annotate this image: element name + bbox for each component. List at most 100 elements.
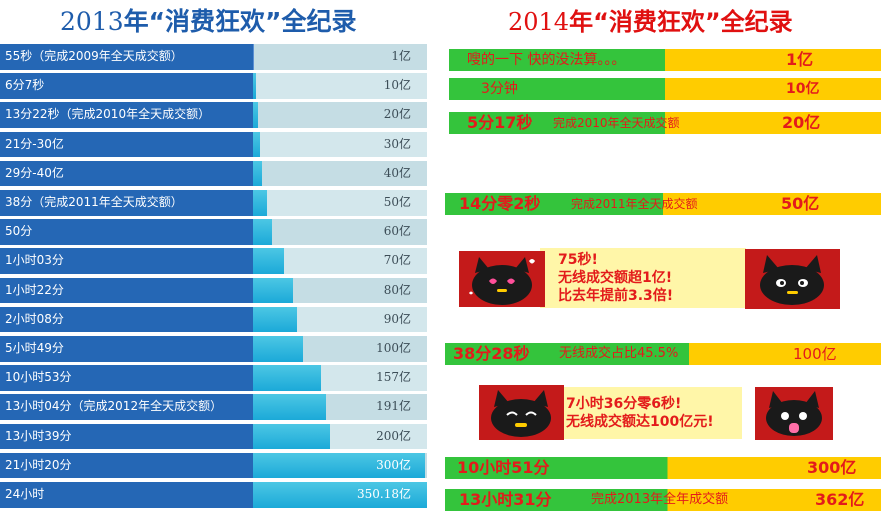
row-2014-6: 10小时51分 300亿 (445, 457, 881, 479)
row-2013-time-cell (0, 248, 254, 274)
row-2013-value: 40亿 (383, 165, 411, 180)
row-2014-4: 14分零2秒 完成2011年全天成交额 50亿 (445, 193, 881, 215)
callout-7h36m: 7小时36分零6秒! 无线成交额达100亿元! (558, 387, 742, 439)
row-2013: 10小时53分 157亿 (0, 365, 427, 391)
row-2013-value: 157亿 (376, 370, 411, 385)
row-2014-3: 5分17秒 完成2010年全天成交额 20亿 (449, 112, 881, 134)
row-2013-value: 100亿 (376, 341, 411, 355)
row-2013: 13小时04分（完成2012年全天成交额） 191亿 (0, 394, 427, 420)
row-2013-label: 13分22秒（完成2010年全天成交额） (5, 107, 211, 122)
row-2013: 5小时49分 100亿 (0, 336, 427, 362)
row-2013-label: 50分 (5, 224, 33, 239)
row-2014-sub: 完成2013年全年成交额 (591, 492, 729, 507)
row-2014-value: 300亿 (807, 458, 857, 477)
row-2013-time-cell (0, 482, 254, 508)
row-2013-label: 29分-40亿 (5, 165, 64, 180)
row-2013-time-cell (0, 277, 254, 304)
callout-line: 75秒! (558, 252, 598, 268)
row-2013: 38分（完成2011年全天成交额） 50亿 (0, 190, 427, 216)
row-2013-progress-bar (253, 73, 256, 99)
title-2014: 2014年“消费狂欢”全纪录 (508, 2, 793, 42)
tmall-cat-icon-smile (745, 249, 840, 309)
row-2013-label: 38分（完成2011年全天成交额） (5, 195, 183, 209)
row-2013: 13小时39分 200亿 (0, 423, 427, 450)
row-2014-sub: 无线成交占比45.5% (559, 346, 679, 361)
callout-75s: 75秒! 无线成交额超1亿! 比去年提前3.3倍! (540, 248, 746, 308)
title-2013: 2013年“消费狂欢”全纪录 (60, 2, 357, 42)
row-2013-time-cell (0, 306, 254, 333)
row-2013-progress-bar (253, 277, 293, 304)
tmall-cat-icon-grin (479, 385, 564, 440)
row-2014-label: 3分钟 (481, 81, 518, 97)
row-2013-progress-bar (253, 248, 284, 274)
row-2013: 55秒（完成2009年全天成交额） 1亿 (0, 44, 427, 70)
row-2014-label: 14分零2秒 (459, 194, 541, 213)
row-2014-value: 10亿 (786, 81, 820, 97)
row-2013-value: 200亿 (376, 428, 411, 443)
row-2013-value: 30亿 (383, 136, 411, 151)
row-2013-time-cell (0, 423, 254, 450)
row-2013: 13分22秒（完成2010年全天成交额） 20亿 (0, 102, 427, 128)
row-2013-progress-bar (253, 160, 262, 187)
row-2013-progress-bar (253, 336, 303, 362)
row-2013-label: 55秒（完成2009年全天成交额） (5, 49, 183, 63)
row-2013: 6分7秒 10亿 (0, 73, 427, 99)
row-2013-value: 300亿 (376, 457, 411, 472)
row-2013-value: 60亿 (383, 224, 411, 239)
callout-line: 比去年提前3.3倍! (558, 288, 674, 304)
row-2013-progress-bar (253, 131, 260, 158)
row-2013-time-cell (0, 102, 254, 128)
row-2014-value: 1亿 (786, 50, 814, 69)
row-2013-progress-bar (253, 482, 427, 508)
row-2013-label: 1小时03分 (5, 253, 64, 268)
callout-line: 7小时36分零6秒! (566, 396, 682, 412)
tmall-cat-icon-love (459, 251, 545, 307)
row-2013-time-cell (0, 452, 254, 479)
row-2013-value: 80亿 (383, 282, 411, 297)
row-2013: 21小时20分 300亿 (0, 452, 427, 479)
title-2013-text: 年“消费狂欢”全纪录 (123, 7, 357, 36)
row-2013-progress-bar (253, 190, 267, 216)
callout-text: 7小时36分零6秒! 无线成交额达100亿元! (558, 395, 714, 431)
row-2014-2: 3分钟 10亿 (449, 78, 881, 100)
row-2014-label: 13小时31分 (459, 490, 552, 509)
row-2013-label: 5小时49分 (5, 341, 64, 355)
row-2013-time-cell (0, 44, 254, 70)
row-2014-label: 38分28秒 (453, 344, 530, 363)
row-2013-time-cell (0, 219, 254, 245)
row-2013-value: 10亿 (383, 78, 411, 93)
row-2013-value: 90亿 (383, 311, 411, 326)
row-2014-sub: 完成2010年全天成交额 (553, 116, 680, 130)
row-2014-value: 20亿 (782, 113, 821, 132)
row-2014-5: 38分28秒 无线成交占比45.5% 100亿 (445, 343, 881, 365)
row-2013-time-cell (0, 131, 254, 158)
row-2013-value: 70亿 (383, 253, 411, 268)
row-2013-label: 21分-30亿 (5, 136, 64, 151)
callout-line: 无线成交额达100亿元! (566, 414, 714, 430)
row-2013-progress-bar (253, 365, 321, 391)
row-2014-label: 5分17秒 (467, 113, 533, 132)
row-2014-label: 嗖的一下 快的没法算。。。 (467, 52, 626, 68)
row-2014-value: 50亿 (781, 194, 820, 213)
row-2013-label: 13小时04分（完成2012年全天成交额） (5, 399, 223, 414)
row-2014-1: 嗖的一下 快的没法算。。。 1亿 (449, 49, 881, 71)
row-2013-value: 50亿 (383, 195, 411, 209)
row-2013: 24小时 350.18亿 (0, 482, 427, 508)
row-2014-value: 100亿 (793, 345, 837, 363)
row-2013-time-cell (0, 336, 254, 362)
callout-line: 无线成交额超1亿! (558, 270, 673, 286)
row-2013: 21分-30亿 30亿 (0, 131, 427, 158)
row-2013: 1小时03分 70亿 (0, 248, 427, 274)
row-2013-time-cell (0, 160, 254, 187)
row-2013: 29分-40亿 40亿 (0, 160, 427, 187)
row-2013-value: 20亿 (383, 107, 411, 122)
row-2013-value: 350.18亿 (357, 487, 411, 501)
row-2013-label: 10小时53分 (5, 370, 72, 385)
title-2013-year: 2013 (60, 7, 124, 36)
row-2013-label: 1小时22分 (5, 282, 64, 297)
row-2013-value: 1亿 (391, 49, 411, 63)
row-2013-progress-bar (253, 306, 297, 333)
row-2014-label: 10小时51分 (457, 458, 550, 477)
row-2013-progress-bar (253, 394, 326, 420)
row-2014-7: 13小时31分 完成2013年全年成交额 362亿 (445, 489, 881, 511)
